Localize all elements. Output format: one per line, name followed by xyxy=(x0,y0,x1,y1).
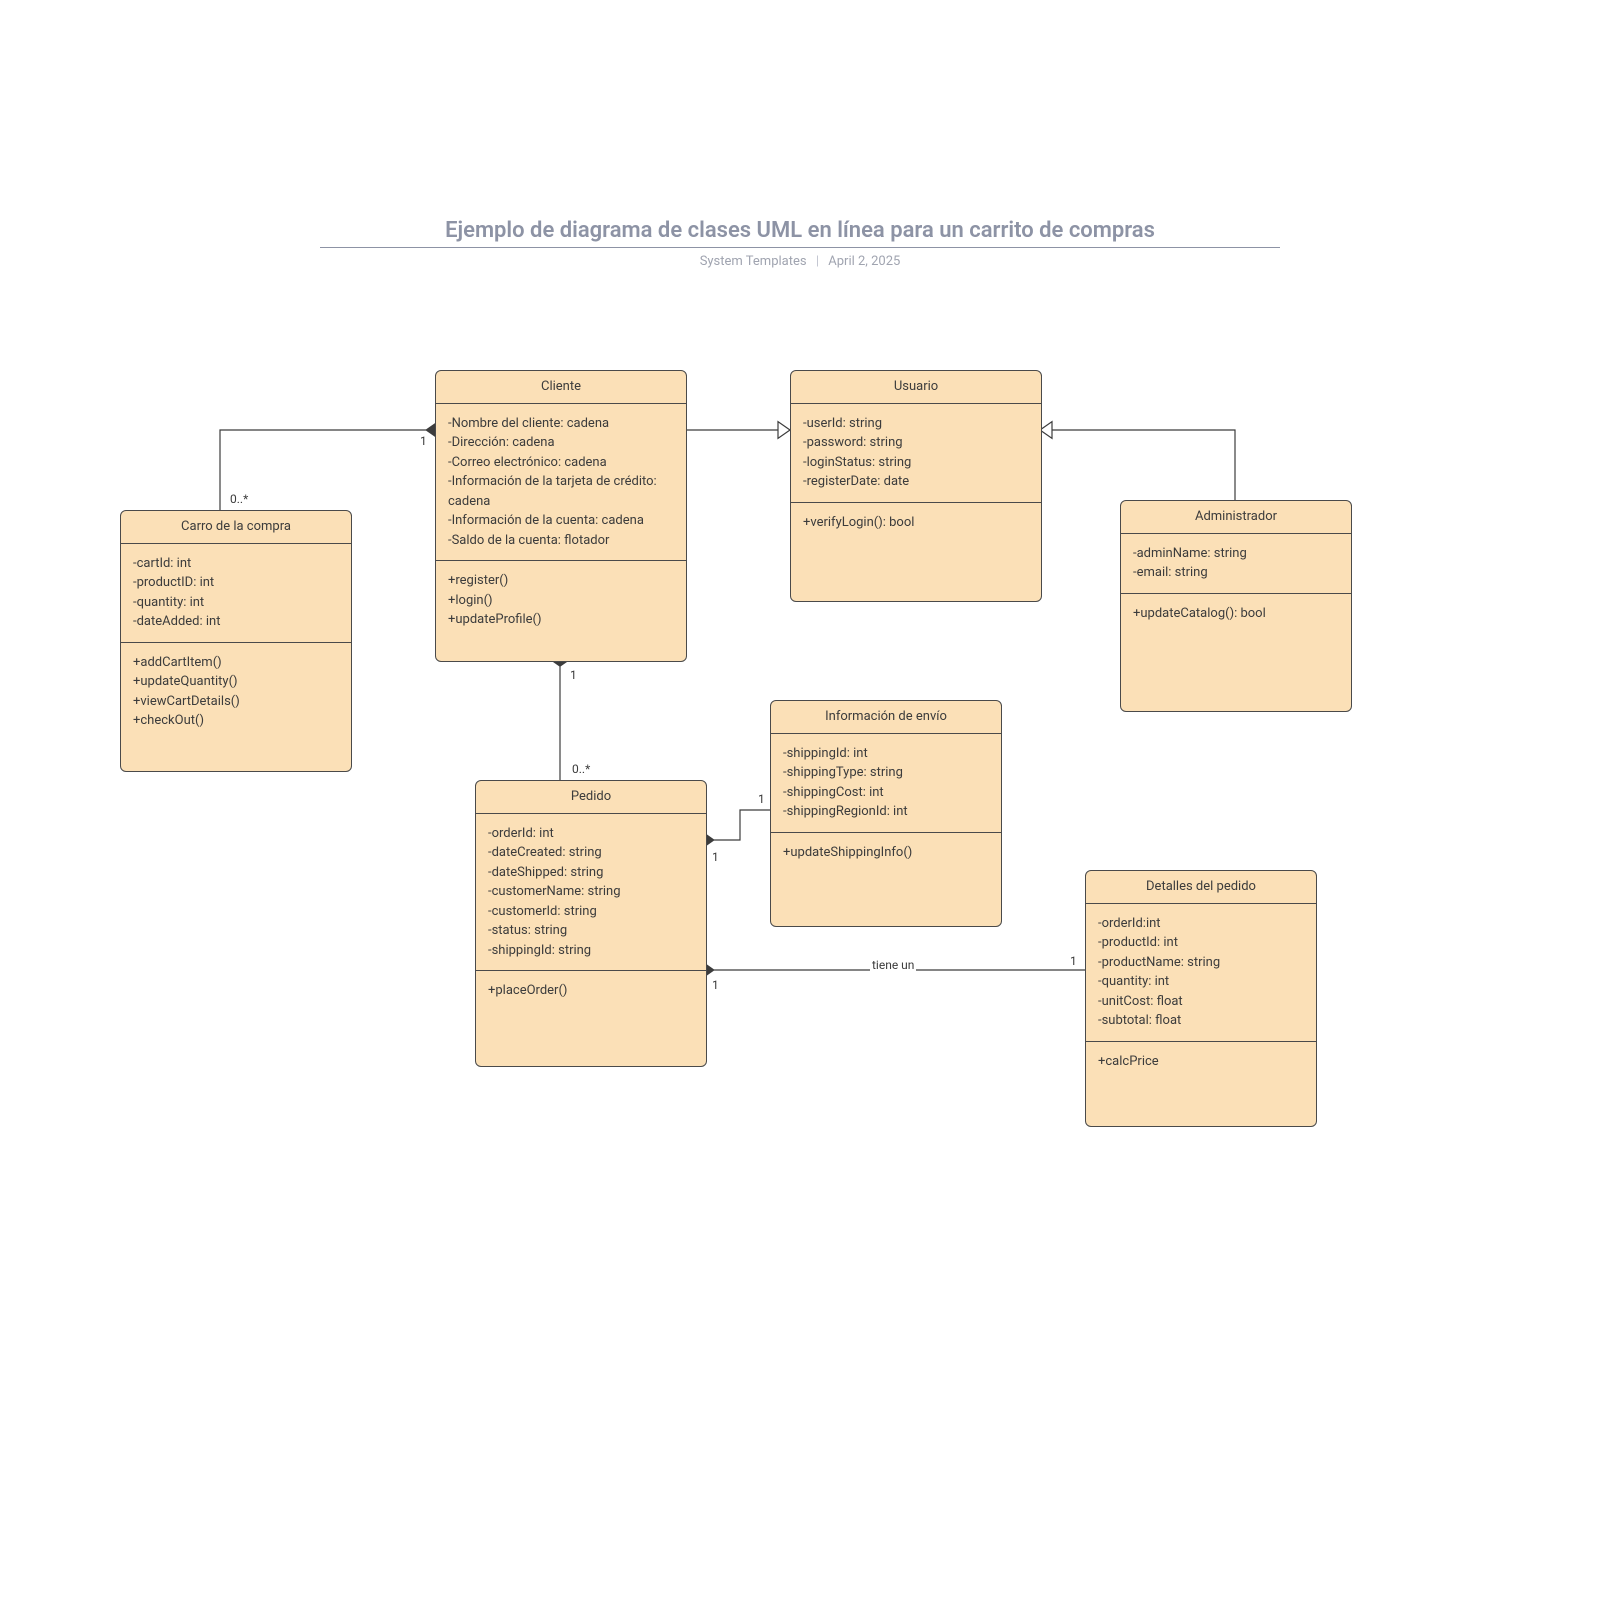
class-attributes: -cartId: int-productID: int-quantity: in… xyxy=(121,544,351,643)
class-operations: +addCartItem()+updateQuantity()+viewCart… xyxy=(121,643,351,741)
subtitle-separator: | xyxy=(816,254,819,269)
edge-label: 1 xyxy=(756,792,767,806)
edge-label: 1 xyxy=(1068,954,1079,968)
class-title: Información de envío xyxy=(771,701,1001,734)
class-operations: +placeOrder() xyxy=(476,971,706,1011)
class-attributes: -orderId: int-dateCreated: string-dateSh… xyxy=(476,814,706,972)
class-title: Usuario xyxy=(791,371,1041,404)
class-operations: +register()+login()+updateProfile() xyxy=(436,561,686,640)
class-title: Administrador xyxy=(1121,501,1351,534)
class-attributes: -shippingId: int-shippingType: string-sh… xyxy=(771,734,1001,833)
diagram-subtitle: System Templates | April 2, 2025 xyxy=(0,254,1600,269)
class-attributes: -adminName: string-email: string xyxy=(1121,534,1351,594)
class-operations: +verifyLogin(): bool xyxy=(791,503,1041,543)
edge-label: 0..* xyxy=(228,492,250,506)
diagram-header: Ejemplo de diagrama de clases UML en lín… xyxy=(0,218,1600,269)
edge-label: 1 xyxy=(710,978,721,992)
class-pedido: Pedido-orderId: int-dateCreated: string-… xyxy=(475,780,707,1067)
class-operations: +updateCatalog(): bool xyxy=(1121,594,1351,634)
class-admin: Administrador-adminName: string-email: s… xyxy=(1120,500,1352,712)
edge-label: 1 xyxy=(568,668,579,682)
subtitle-author: System Templates xyxy=(700,254,807,269)
edge-label: 1 xyxy=(418,434,429,448)
class-title: Carro de la compra xyxy=(121,511,351,544)
class-envio: Información de envío-shippingId: int-shi… xyxy=(770,700,1002,927)
class-title: Cliente xyxy=(436,371,686,404)
class-attributes: -userId: string-password: string-loginSt… xyxy=(791,404,1041,503)
subtitle-date: April 2, 2025 xyxy=(828,254,900,269)
class-carro: Carro de la compra-cartId: int-productID… xyxy=(120,510,352,772)
class-operations: +calcPrice xyxy=(1086,1042,1316,1082)
class-attributes: -orderId:int-productId: int-productName:… xyxy=(1086,904,1316,1042)
class-detalles: Detalles del pedido-orderId:int-productI… xyxy=(1085,870,1317,1127)
diagram-title: Ejemplo de diagrama de clases UML en lín… xyxy=(0,218,1600,243)
edge-label: tiene un xyxy=(870,958,916,972)
title-divider xyxy=(320,247,1280,248)
class-title: Detalles del pedido xyxy=(1086,871,1316,904)
class-title: Pedido xyxy=(476,781,706,814)
edge-label: 0..* xyxy=(570,762,592,776)
class-cliente: Cliente-Nombre del cliente: cadena-Direc… xyxy=(435,370,687,662)
class-usuario: Usuario-userId: string-password: string-… xyxy=(790,370,1042,602)
edge-label: 1 xyxy=(710,850,721,864)
class-attributes: -Nombre del cliente: cadena-Dirección: c… xyxy=(436,404,686,562)
class-operations: +updateShippingInfo() xyxy=(771,833,1001,873)
